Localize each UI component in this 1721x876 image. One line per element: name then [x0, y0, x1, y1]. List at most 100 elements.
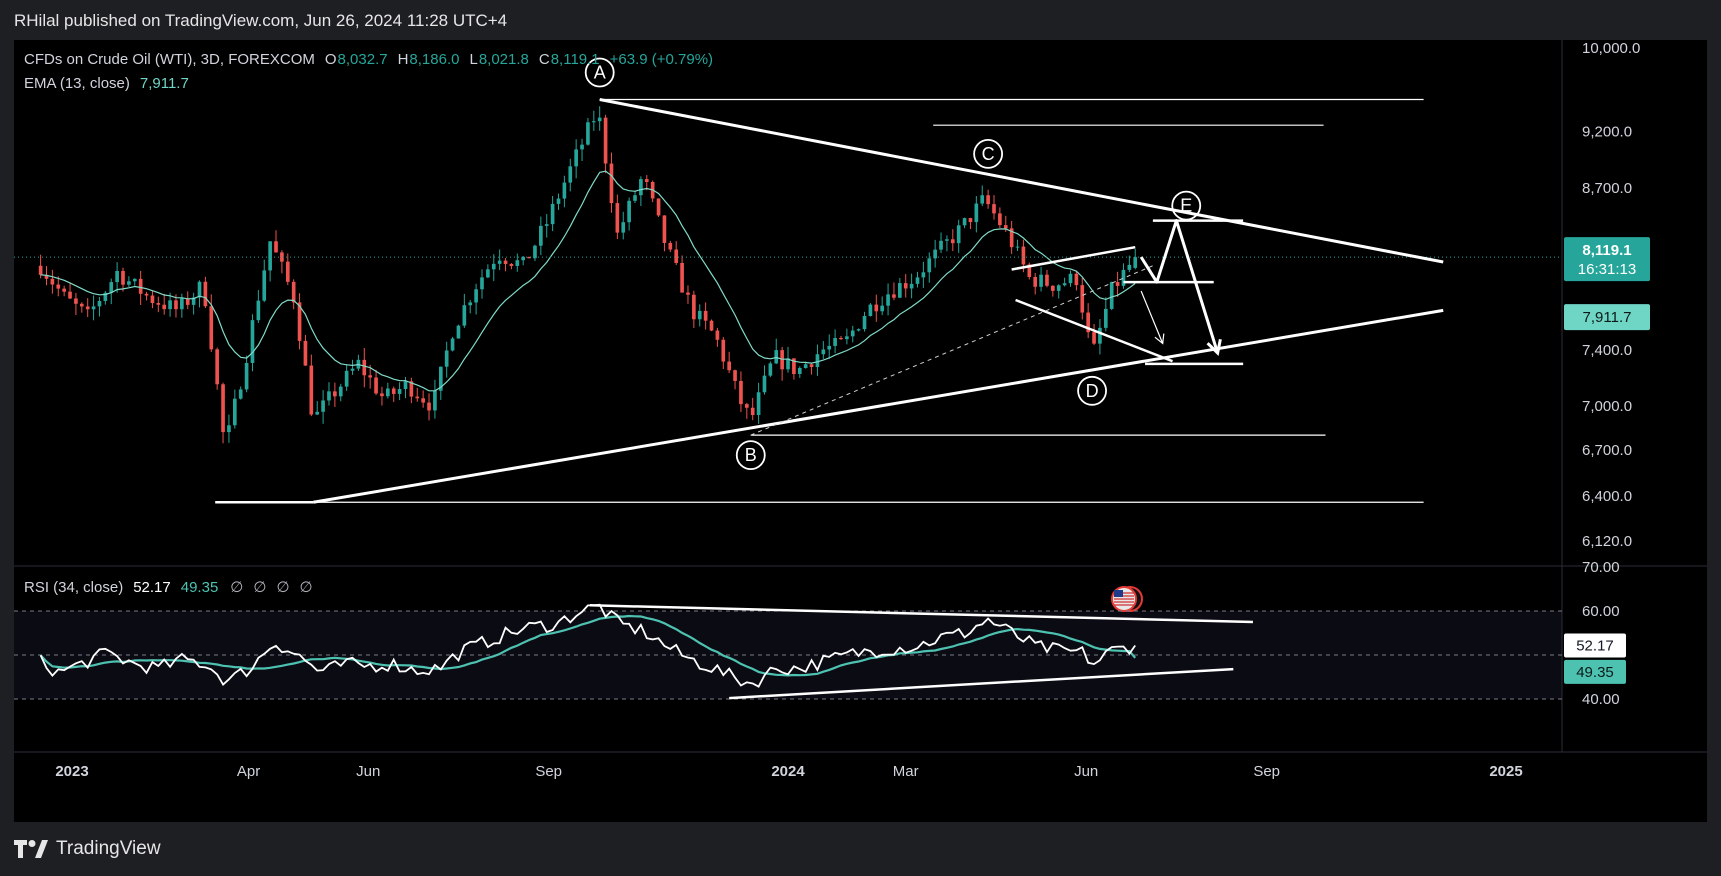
low-value: 8,021.8	[479, 51, 529, 68]
candle-body	[845, 336, 849, 340]
candle-body	[103, 292, 108, 302]
publisher-bar: RHilal published on TradingView.com, Jun…	[0, 0, 1721, 40]
candle-body	[1003, 225, 1008, 229]
candle-body	[450, 338, 455, 351]
chart-svg[interactable]: ABCDE10,000.09,200.08,700.08,200.07,400.…	[14, 40, 1707, 822]
high-label: H	[398, 51, 409, 68]
candle-body	[1115, 282, 1120, 286]
candle-body	[138, 278, 143, 294]
price-tick-label: 6,400.0	[1582, 488, 1632, 505]
candle-body	[644, 179, 649, 182]
candle-body	[739, 380, 743, 405]
candle-body	[397, 389, 402, 394]
wave-label-e: E	[1180, 196, 1192, 216]
candle-body	[1121, 269, 1126, 286]
candle-body	[50, 278, 55, 285]
candle-body	[962, 218, 967, 226]
time-tick-label: 2024	[771, 763, 805, 780]
candle-body	[992, 204, 996, 214]
candle-body	[503, 260, 508, 264]
candle-body	[509, 263, 514, 266]
candle-body	[250, 320, 255, 363]
candle-body	[144, 293, 149, 296]
publisher-text: RHilal published on TradingView.com, Jun…	[14, 11, 508, 30]
candle-body	[568, 166, 573, 183]
candle-body	[521, 256, 526, 261]
candle-body	[686, 292, 690, 295]
candle-body	[862, 315, 867, 330]
candle-body	[115, 270, 119, 283]
wave-label-circle	[1077, 375, 1107, 406]
candle-body	[639, 179, 643, 196]
candle-body	[344, 370, 349, 387]
triangle-trendline	[313, 308, 1444, 504]
rsi-ma-badge	[1564, 659, 1626, 684]
wave-label-a: A	[594, 62, 606, 82]
candle-body	[786, 358, 790, 370]
candle-body	[350, 368, 355, 371]
candle-body	[880, 305, 885, 312]
candle-body	[480, 277, 484, 290]
candle-body	[1045, 274, 1049, 286]
candle-body	[415, 396, 420, 399]
candle-body	[668, 242, 673, 250]
candle-body	[185, 298, 190, 305]
candle-body	[762, 375, 767, 393]
candle-body	[262, 270, 267, 301]
projection-arrowhead	[1206, 338, 1222, 356]
candle-body	[586, 122, 590, 145]
tradingview-logo-icon	[14, 840, 48, 858]
open-label: O	[325, 51, 337, 68]
candle-body	[1009, 228, 1014, 248]
candle-body	[815, 354, 820, 368]
rsi-ma-line	[39, 614, 1137, 677]
candle-body	[79, 303, 84, 307]
candle-body	[756, 392, 761, 416]
time-tick-label: Jun	[1074, 763, 1098, 780]
candle-body	[438, 366, 443, 391]
candle-body	[497, 260, 502, 264]
time-tick-label: 2025	[1489, 763, 1522, 780]
price-tick-label: 10,000.0	[1582, 40, 1640, 57]
candle-body	[221, 384, 225, 433]
candle-body	[91, 306, 96, 310]
wave-label-circle	[973, 138, 1004, 169]
candle-body	[380, 393, 384, 397]
candle-body	[321, 400, 325, 412]
time-tick-label: Jun	[356, 763, 380, 780]
candle-body	[362, 359, 367, 376]
candle-body	[132, 278, 137, 282]
candle-body	[1056, 285, 1061, 291]
change-value: +63.9 (+0.79%)	[610, 51, 713, 68]
triangle-trendline	[599, 98, 1444, 264]
candle-body	[821, 349, 826, 355]
tradingview-brand-label: TradingView	[56, 838, 161, 859]
candle-body	[515, 260, 520, 266]
candle-body	[174, 300, 178, 310]
candle-body	[386, 388, 390, 397]
candle-body	[191, 297, 196, 305]
rsi-legend-placeholder: ∅	[253, 579, 266, 596]
candle-body	[721, 339, 726, 362]
candle-body	[803, 364, 808, 369]
candle-body	[268, 241, 272, 271]
candle-body	[850, 330, 855, 337]
candle-body	[291, 281, 296, 303]
tradingview-brand[interactable]: TradingView	[14, 838, 161, 860]
rsi-legend-placeholder: ∅	[300, 579, 313, 596]
time-tick-label: Sep	[535, 763, 562, 780]
price-tick-label: 8,700.0	[1582, 180, 1632, 197]
candle-body	[797, 368, 802, 374]
price-tick-label: 6,120.0	[1582, 533, 1632, 550]
candle-body	[697, 310, 702, 320]
candle-body	[203, 281, 208, 307]
price-tick-label: 9,200.0	[1582, 124, 1632, 141]
chart-area[interactable]: ABCDE10,000.09,200.08,700.08,200.07,400.…	[14, 40, 1707, 822]
wave-label-d: D	[1086, 381, 1099, 401]
candle-body	[74, 298, 78, 304]
wave-label-c: C	[982, 144, 995, 164]
rsi-tick-label: 40.00	[1582, 691, 1620, 708]
candle-body	[297, 302, 302, 341]
rsi-tick-label: 60.00	[1582, 603, 1620, 620]
candle-body	[427, 402, 431, 411]
